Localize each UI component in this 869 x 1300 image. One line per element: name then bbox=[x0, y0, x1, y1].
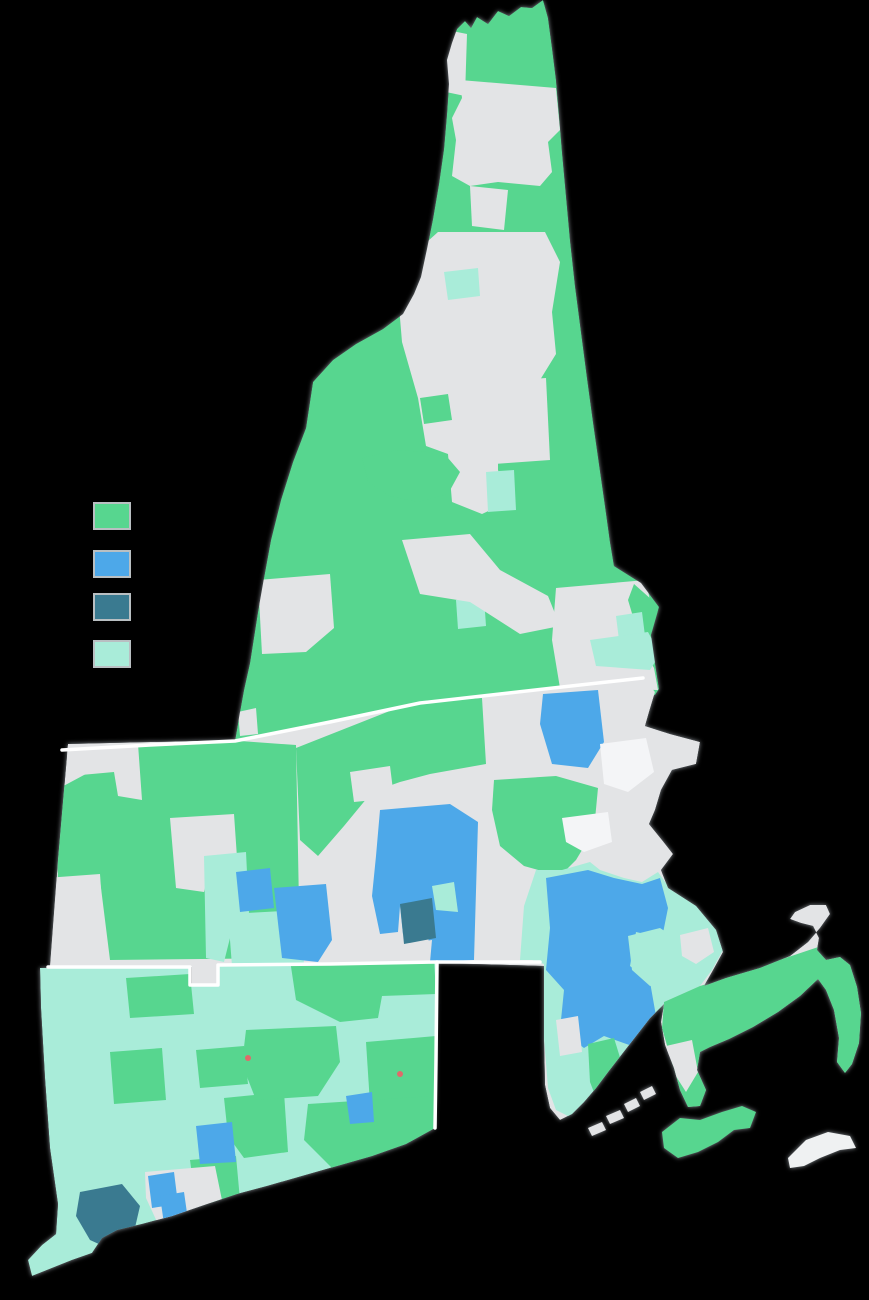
map-region bbox=[236, 868, 274, 912]
map-region bbox=[556, 1016, 582, 1056]
map-region bbox=[432, 882, 458, 912]
map-region bbox=[402, 534, 560, 634]
map-region bbox=[452, 80, 560, 186]
legend-swatch-teal bbox=[93, 593, 131, 621]
map-region bbox=[196, 1046, 248, 1088]
map-region bbox=[400, 898, 436, 944]
map-region bbox=[486, 470, 516, 512]
legend bbox=[93, 502, 131, 668]
map-region bbox=[470, 186, 508, 230]
map-region bbox=[242, 1026, 340, 1100]
landmass-layer bbox=[28, 0, 861, 1276]
map-region bbox=[372, 804, 478, 962]
map-region bbox=[160, 1192, 188, 1224]
map-region bbox=[110, 1048, 166, 1104]
elizabeth-island-1 bbox=[640, 1086, 656, 1100]
map-region bbox=[680, 928, 714, 964]
border-ma-ct-ri bbox=[46, 960, 542, 987]
legend-swatch-green bbox=[93, 502, 131, 530]
map-region bbox=[588, 1038, 622, 1108]
map-region bbox=[492, 776, 598, 876]
map-region bbox=[350, 766, 394, 802]
elizabeth-island-3 bbox=[606, 1110, 624, 1124]
marthas-vineyard bbox=[662, 1106, 756, 1158]
nantucket bbox=[788, 1132, 856, 1168]
elizabeth-island-2 bbox=[624, 1098, 640, 1112]
map-region bbox=[444, 268, 480, 300]
map-region bbox=[346, 1092, 374, 1124]
map-region bbox=[238, 708, 258, 736]
map-region bbox=[66, 744, 142, 800]
map-region bbox=[628, 928, 684, 986]
map-region bbox=[488, 378, 550, 464]
map-region bbox=[290, 962, 436, 1022]
border-nh-ma bbox=[60, 676, 645, 752]
state-new-hampshire bbox=[235, 0, 659, 741]
map-region bbox=[224, 1092, 288, 1158]
map-region bbox=[304, 1096, 434, 1168]
map-region-dot bbox=[397, 1071, 403, 1077]
map-region bbox=[396, 232, 560, 514]
legend-swatch-mint bbox=[93, 640, 131, 668]
map-region bbox=[274, 884, 332, 962]
map-region bbox=[600, 738, 654, 792]
elizabeth-island-4 bbox=[588, 1122, 606, 1136]
map-region bbox=[420, 394, 452, 424]
state-connecticut bbox=[28, 962, 437, 1276]
map-region bbox=[562, 812, 612, 852]
map-region bbox=[540, 690, 604, 768]
state-massachusetts bbox=[50, 677, 861, 1120]
map-region bbox=[546, 870, 668, 1048]
map-region bbox=[362, 450, 460, 502]
map-region bbox=[590, 632, 659, 670]
map-region bbox=[366, 1036, 436, 1104]
map-region bbox=[628, 584, 659, 640]
map-region bbox=[196, 1122, 236, 1164]
map-region bbox=[50, 874, 106, 966]
state-borders-layer bbox=[46, 676, 645, 1130]
map-region bbox=[446, 30, 467, 96]
border-ct-ri bbox=[433, 960, 439, 1130]
map-region bbox=[666, 1040, 698, 1092]
map-region bbox=[258, 574, 334, 654]
map-region bbox=[126, 974, 194, 1018]
map-region-dot bbox=[245, 1055, 251, 1061]
legend-swatch-blue bbox=[93, 550, 131, 578]
